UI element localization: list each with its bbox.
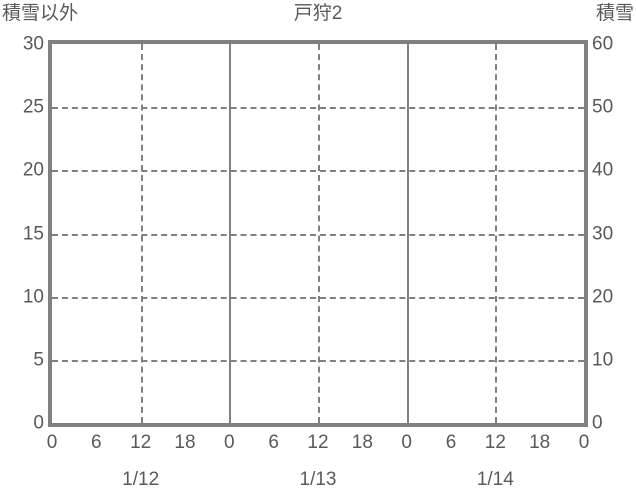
vertical-gridline: [495, 44, 498, 423]
chart-title: 戸狩2: [293, 3, 343, 24]
x-axis-date-labels: 1/12 1/13 1/14: [0, 468, 636, 494]
x-axis-hour-tick-label: 6: [268, 432, 279, 453]
x-axis-date-label: 1/14: [476, 469, 514, 490]
left-axis-tick-label: 0: [33, 412, 44, 434]
x-axis-date-label: 1/12: [122, 469, 160, 490]
right-axis-caption: 積雪: [595, 3, 634, 24]
right-axis-tick-label: 40: [592, 159, 614, 181]
right-axis-tick-labels: 0 10 20 30 40 50 60: [592, 35, 636, 433]
left-axis-caption: 積雪以外: [2, 3, 79, 24]
right-axis-tick-label: 50: [592, 96, 614, 118]
plot-grid: [52, 44, 584, 423]
left-axis-tick-label: 15: [22, 223, 44, 244]
left-axis-tick-label: 30: [22, 33, 44, 55]
left-axis-tick-labels: 0 5 10 15 20 25 30: [0, 35, 44, 433]
right-axis-tick-label: 0: [592, 412, 603, 434]
x-axis-hour-tick-label: 18: [174, 432, 196, 453]
day-boundary-line: [229, 44, 232, 423]
right-axis-tick-label: 20: [592, 286, 614, 308]
x-axis-hour-tick-label: 0: [401, 432, 412, 453]
x-axis-hour-tick-label: 12: [484, 432, 506, 453]
x-axis-hour-tick-label: 0: [224, 432, 235, 453]
left-axis-tick-label: 10: [22, 286, 44, 308]
x-axis-hour-tick-label: 6: [91, 432, 102, 453]
x-axis-hour-tick-label: 18: [529, 432, 551, 453]
day-boundary-line: [406, 44, 409, 423]
plot-area: [48, 40, 588, 427]
right-axis-tick-label: 60: [592, 33, 614, 55]
x-axis-hour-tick-label: 0: [46, 432, 58, 453]
x-axis-hour-tick-label: 18: [351, 432, 373, 453]
x-axis-hour-tick-label: 12: [307, 432, 329, 453]
left-axis-tick-label: 25: [22, 96, 44, 118]
right-axis-tick-label: 30: [592, 223, 614, 244]
x-axis-date-label: 1/13: [299, 469, 337, 490]
right-axis-tick-label: 10: [592, 349, 614, 371]
x-axis-hour-labels: 0 6 12 18 0 6 12 18 0 6 12 18 0: [0, 432, 636, 456]
left-axis-tick-label: 5: [33, 349, 44, 371]
x-axis-hour-tick-label: 12: [130, 432, 152, 453]
x-axis-hour-tick-label: 6: [445, 432, 457, 453]
vertical-gridline: [140, 44, 143, 423]
left-axis-tick-label: 20: [22, 159, 44, 181]
vertical-gridline: [318, 44, 320, 423]
x-axis-hour-tick-label: 0: [578, 432, 590, 453]
